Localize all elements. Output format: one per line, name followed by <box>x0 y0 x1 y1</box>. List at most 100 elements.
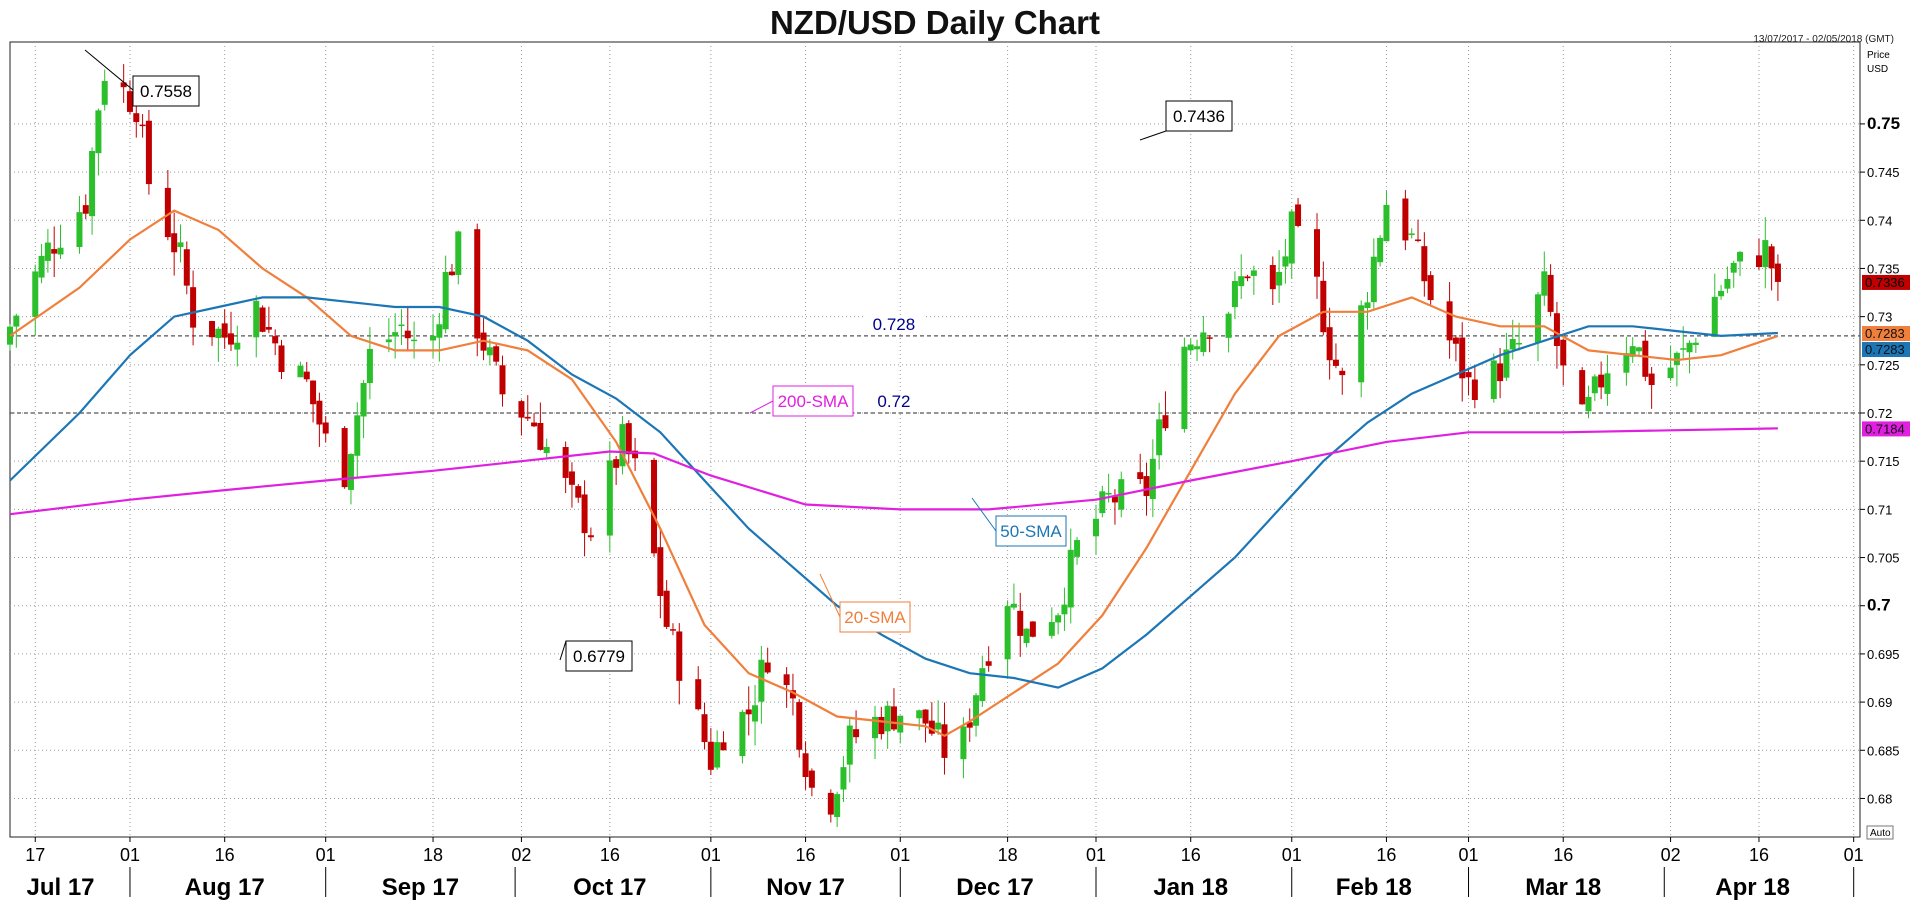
candle-body <box>1370 256 1377 303</box>
candle <box>303 361 310 382</box>
candle-body <box>392 332 399 337</box>
candle-body <box>1667 367 1674 379</box>
candle <box>853 710 860 744</box>
candle-body <box>1768 246 1775 269</box>
candle <box>1560 338 1567 386</box>
candle-body <box>1471 379 1478 401</box>
candle-body <box>1774 263 1781 282</box>
candle-body <box>1762 240 1769 268</box>
candle <box>1206 335 1213 353</box>
candle <box>1737 251 1744 277</box>
candle-body <box>916 710 923 719</box>
candle-body <box>1623 353 1630 373</box>
candle-body <box>297 365 304 378</box>
candle <box>89 147 96 235</box>
callout-leader <box>1139 130 1167 141</box>
candle-body <box>783 674 790 686</box>
candle <box>1061 587 1068 632</box>
candle <box>739 709 746 764</box>
candle-body <box>1061 604 1068 615</box>
candle-body <box>625 423 632 455</box>
month-label: Nov 17 <box>766 874 845 901</box>
candle-body <box>177 242 184 248</box>
candle <box>720 731 727 751</box>
candle-body <box>1105 493 1112 495</box>
candle-body <box>341 428 348 488</box>
candle-body <box>796 702 803 750</box>
price-tag <box>1862 274 1910 290</box>
candle-body <box>1383 204 1390 242</box>
candle-body <box>183 249 190 286</box>
candle-body <box>354 415 361 456</box>
candle <box>1547 264 1554 317</box>
candle-body <box>613 459 620 468</box>
candle <box>354 402 361 478</box>
candle-body <box>966 722 973 728</box>
candle-body <box>1598 374 1605 388</box>
candle-body <box>190 287 197 328</box>
callout-label: 0.7558 <box>140 82 192 101</box>
candle <box>562 441 569 494</box>
candle-body <box>1408 233 1415 236</box>
candle-body <box>1427 275 1434 301</box>
candle <box>1686 340 1693 374</box>
candle <box>455 230 462 285</box>
candle-body <box>215 328 222 339</box>
x-tick-label: 16 <box>215 845 235 865</box>
candle <box>265 306 272 334</box>
candle-body <box>474 229 481 339</box>
candle-body <box>884 705 891 732</box>
callout-leader <box>559 640 567 661</box>
date-range: 13/07/2017 - 02/05/2018 (GMT) <box>1753 34 1894 45</box>
candle <box>872 705 879 760</box>
candle <box>1339 367 1346 395</box>
month-label: Mar 18 <box>1525 874 1601 901</box>
candle <box>1402 189 1409 251</box>
candle <box>1718 284 1725 300</box>
candle <box>1408 228 1415 239</box>
candle-body <box>1490 360 1497 399</box>
candle <box>1370 238 1377 311</box>
candle <box>789 673 796 716</box>
candle <box>606 441 613 553</box>
candle <box>57 224 64 259</box>
candle <box>177 224 184 263</box>
candle-body <box>581 494 588 534</box>
candle-body <box>1238 276 1245 287</box>
candle-body <box>1276 271 1283 286</box>
candle-body <box>1591 376 1598 394</box>
candle-body <box>568 471 575 485</box>
series-label-box <box>772 385 854 417</box>
candle <box>82 194 89 220</box>
candle <box>398 309 405 346</box>
candle-body <box>1680 348 1687 350</box>
candle-body <box>253 300 260 338</box>
candle-body <box>1579 370 1586 405</box>
candle-body <box>1547 274 1554 312</box>
candle-body <box>1200 332 1207 352</box>
candle <box>360 380 367 439</box>
candle-body <box>44 242 51 261</box>
candle <box>581 480 588 557</box>
candle-body <box>1004 606 1011 660</box>
candle <box>1269 256 1276 306</box>
month-label: Dec 17 <box>956 874 1033 901</box>
candle-body <box>1686 342 1693 353</box>
candle-body <box>385 339 392 343</box>
gridlines <box>10 42 1860 837</box>
candle <box>613 455 620 485</box>
level-label: 0.72 <box>877 392 910 411</box>
candle <box>979 655 986 707</box>
auto-scale-label: Auto <box>1870 828 1891 839</box>
candle <box>411 321 418 359</box>
candle <box>120 64 127 103</box>
candle <box>985 646 992 672</box>
candle-body <box>404 330 411 339</box>
candle <box>1446 282 1453 359</box>
series-label: 50-SMA <box>1000 522 1062 541</box>
candle <box>259 305 266 333</box>
candle <box>1320 261 1327 336</box>
candle <box>1137 453 1144 485</box>
y-axis: 0.75 0.745 0.74 0.735 0.73 0.725 0.72 0.715 0.71… <box>1860 50 1910 840</box>
candle <box>619 416 626 475</box>
